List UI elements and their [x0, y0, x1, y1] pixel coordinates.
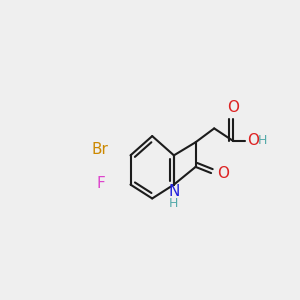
Text: N: N	[168, 184, 180, 199]
Text: H: H	[169, 196, 178, 210]
Text: F: F	[97, 176, 106, 191]
Text: O: O	[247, 133, 259, 148]
Text: O: O	[217, 166, 229, 181]
Text: H: H	[258, 134, 267, 147]
Text: O: O	[227, 100, 239, 115]
Text: Br: Br	[92, 142, 109, 158]
